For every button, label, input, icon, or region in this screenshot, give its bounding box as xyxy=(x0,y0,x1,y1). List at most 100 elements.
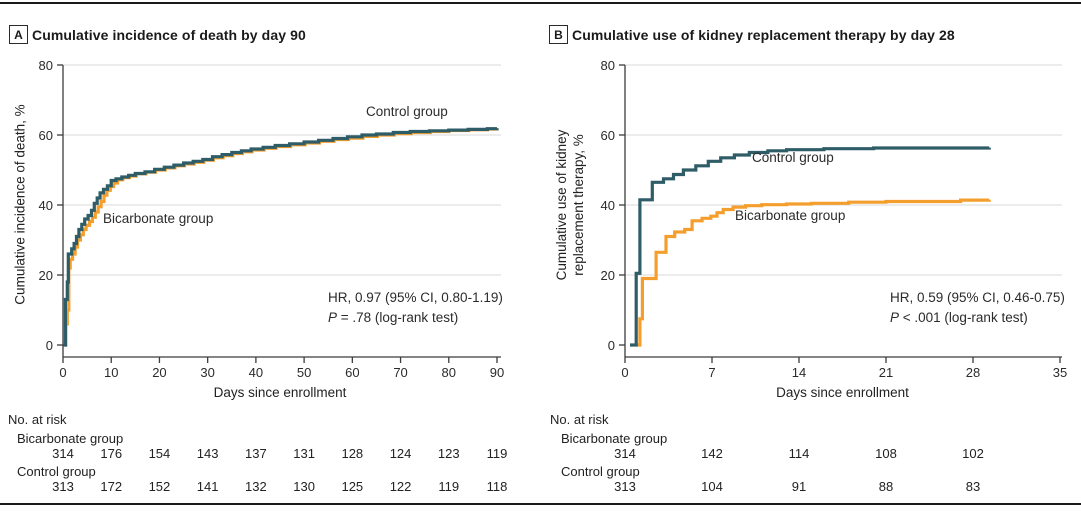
p-text-a: P = .78 (log-rank test) xyxy=(328,308,503,328)
risk-count: 172 xyxy=(100,479,123,494)
svg-text:70: 70 xyxy=(393,365,407,380)
curve-label-control-a: Control group xyxy=(366,104,448,119)
risk-row-label: Bicarbonate group xyxy=(561,431,668,446)
kidney-replacement-chart: 0 20 40 60 80 0 7 14 21 28 35 Days since enrollment xyxy=(601,58,1068,400)
svg-text:35: 35 xyxy=(1053,365,1067,380)
curve-label-control-b: Control group xyxy=(752,150,834,165)
risk-count: 118 xyxy=(486,479,508,494)
x-tick-labels: 0 10 20 30 40 50 60 70 80 90 xyxy=(59,365,504,380)
y-tick-labels: 0 20 40 60 80 xyxy=(601,58,615,353)
risk-count: 119 xyxy=(486,446,508,461)
gridlines xyxy=(63,64,501,276)
svg-text:80: 80 xyxy=(601,58,615,73)
svg-text:0: 0 xyxy=(608,338,615,353)
stats-annotation-a: HR, 0.97 (95% CI, 0.80-1.19) P = .78 (lo… xyxy=(328,288,503,328)
bottom-rule xyxy=(0,503,1081,505)
p-text-b: P < .001 (log-rank test) xyxy=(890,308,1065,328)
svg-text:30: 30 xyxy=(200,365,214,380)
p-symbol-b: P xyxy=(890,310,900,325)
svg-text:7: 7 xyxy=(708,365,715,380)
svg-text:0: 0 xyxy=(46,338,53,353)
y-axis-title-line: Cumulative incidence of death, % xyxy=(12,104,28,305)
svg-text:21: 21 xyxy=(879,365,893,380)
risk-count: 314 xyxy=(52,446,74,461)
curve-label-bicarbonate-a: Bicarbonate group xyxy=(103,211,214,226)
risk-count: 313 xyxy=(52,479,74,494)
risk-count: 152 xyxy=(148,479,171,494)
svg-text:60: 60 xyxy=(39,128,53,143)
svg-text:40: 40 xyxy=(39,198,53,213)
risk-count: 123 xyxy=(437,446,460,461)
svg-text:90: 90 xyxy=(490,365,504,380)
panel-b-label-box: B xyxy=(549,25,568,44)
risk-count: 91 xyxy=(791,479,807,494)
risk-count: 114 xyxy=(788,446,810,461)
risk-count: 131 xyxy=(293,446,315,461)
p-value-b: < .001 (log-rank test) xyxy=(899,310,1028,325)
svg-text:60: 60 xyxy=(601,128,615,143)
risk-row-label: Control group xyxy=(561,464,640,479)
risk-count: 119 xyxy=(438,479,460,494)
death-incidence-chart: 0 20 40 60 80 0 10 20 30 40 50 60 70 80 90 Days since e… xyxy=(39,58,505,400)
risk-count: 137 xyxy=(245,446,267,461)
panel-b-title: Cumulative use of kidney replacement the… xyxy=(572,26,955,43)
stats-annotation-b: HR, 0.59 (95% CI, 0.46-0.75) P < .001 (l… xyxy=(890,288,1065,328)
hr-text-b: HR, 0.59 (95% CI, 0.46-0.75) xyxy=(890,290,1065,305)
svg-text:60: 60 xyxy=(345,365,359,380)
svg-text:28: 28 xyxy=(966,365,980,380)
axes xyxy=(57,64,501,363)
x-axis-title: Days since enrollment xyxy=(776,385,909,400)
p-value-a: = .78 (log-rank test) xyxy=(337,310,459,325)
risk-count: 176 xyxy=(100,446,123,461)
svg-text:0: 0 xyxy=(59,365,66,380)
x-tick-labels: 0 7 14 21 28 35 xyxy=(621,365,1067,380)
risk-count: 141 xyxy=(196,479,219,494)
y-axis-title-line: replacement therapy, % xyxy=(571,134,586,276)
risk-count: 130 xyxy=(293,479,315,494)
risk-count: 88 xyxy=(878,479,894,494)
panel-a-label-box: A xyxy=(9,25,28,44)
svg-text:40: 40 xyxy=(249,365,263,380)
panel-b: B Cumulative use of kidney replacement t… xyxy=(540,0,1081,513)
x-axis-title: Days since enrollment xyxy=(214,385,347,400)
risk-count: 132 xyxy=(245,479,267,494)
svg-text:14: 14 xyxy=(792,365,806,380)
risk-count: 313 xyxy=(614,479,636,494)
panel-a: A Cumulative incidence of death by day 9… xyxy=(0,0,540,513)
svg-text:50: 50 xyxy=(297,365,311,380)
risk-count: 83 xyxy=(965,479,981,494)
y-axis-title-a: Cumulative incidence of death, % xyxy=(12,55,29,355)
risk-count: 125 xyxy=(341,479,364,494)
risk-count: 104 xyxy=(701,479,723,494)
panel-a-header: A Cumulative incidence of death by day 9… xyxy=(9,25,306,44)
y-axis-title-b: Cumulative use of kidney replacement ther… xyxy=(553,55,587,355)
risk-row-label: Bicarbonate group xyxy=(17,431,124,446)
svg-text:80: 80 xyxy=(39,58,53,73)
svg-text:20: 20 xyxy=(601,268,615,283)
curve-label-bicarbonate-b: Bicarbonate group xyxy=(735,208,846,223)
risk-count: 108 xyxy=(875,446,897,461)
y-tick-labels: 0 20 40 60 80 xyxy=(39,58,53,353)
risk-count: 128 xyxy=(341,446,364,461)
risk-count: 143 xyxy=(196,446,219,461)
svg-text:80: 80 xyxy=(442,365,456,380)
svg-text:20: 20 xyxy=(152,365,166,380)
risk-count: 122 xyxy=(389,479,412,494)
p-symbol-a: P xyxy=(328,310,338,325)
control-group-curve xyxy=(630,146,991,347)
risk-count: 142 xyxy=(701,446,723,461)
risk-count: 124 xyxy=(389,446,412,461)
svg-text:20: 20 xyxy=(39,268,53,283)
bicarbonate-group-curve xyxy=(637,198,991,347)
gridlines xyxy=(625,64,1062,276)
svg-text:0: 0 xyxy=(621,365,628,380)
no-at-risk-label-a: No. at risk xyxy=(8,412,67,427)
svg-text:10: 10 xyxy=(104,365,118,380)
panel-b-header: B Cumulative use of kidney replacement t… xyxy=(549,25,955,44)
risk-count: 314 xyxy=(614,446,636,461)
panel-a-title: Cumulative incidence of death by day 90 xyxy=(32,26,306,43)
y-axis-title-line: Cumulative use of kidney xyxy=(554,129,569,281)
hr-text-a: HR, 0.97 (95% CI, 0.80-1.19) xyxy=(328,290,503,305)
top-rule xyxy=(0,2,1081,4)
